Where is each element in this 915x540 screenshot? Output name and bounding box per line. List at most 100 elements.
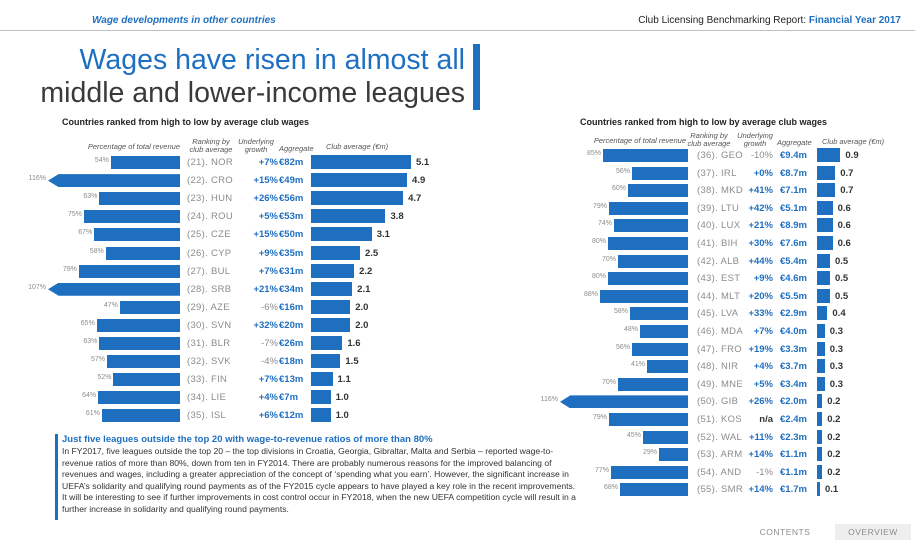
club-average-label: 0.3 — [829, 343, 844, 355]
growth-value: -10% — [750, 150, 773, 161]
headline-line-2: middle and lower-income leagues — [40, 77, 465, 109]
aggregate-value: €1.1m — [780, 466, 807, 478]
revenue-pct-bar — [630, 307, 688, 321]
growth-value: +7% — [258, 265, 278, 277]
aggregate-value: €56m — [279, 193, 304, 205]
rank-label: (29). AZE — [187, 301, 230, 313]
club-average-bar — [817, 359, 825, 374]
revenue-pct-bar — [628, 184, 688, 198]
revenue-pct-bar — [105, 246, 180, 260]
rank-label: (46). MDA — [697, 326, 743, 337]
club-average-label: 0.2 — [827, 466, 841, 478]
club-average-label: 0.1 — [825, 484, 839, 496]
left-table-subtitle: Countries ranked from high to low by ave… — [62, 117, 310, 127]
table-row: 60% (38). MKD +41% €7.1m 0.7 — [0, 182, 915, 199]
table-row: 52% (33). FIN +7% €13m 1.1 — [0, 371, 915, 388]
rank-label: (34). LIE — [187, 392, 227, 404]
rank-label: (49). MNE — [697, 378, 743, 390]
revenue-pct-bar — [99, 337, 180, 350]
club-average-bar — [311, 173, 408, 188]
revenue-pct-label: 54% — [94, 157, 109, 164]
revenue-pct-label: 47% — [103, 301, 118, 309]
revenue-pct-bar — [603, 149, 688, 162]
revenue-pct-bar — [620, 483, 688, 497]
aggregate-value: €12m — [279, 410, 304, 422]
left-col-avg-header: Club average (€m) — [326, 142, 389, 151]
club-average-bar — [817, 183, 836, 198]
revenue-pct-bar — [600, 289, 688, 303]
club-average-label: 1.5 — [345, 356, 359, 368]
aggregate-value: €1.1m — [780, 449, 807, 461]
revenue-pct-label: 74% — [597, 220, 612, 228]
rank-label: (39). LTU — [697, 202, 740, 214]
table-row: 70% (49). MNE +5% €3.4m 0.3 — [0, 376, 915, 393]
revenue-pct-bar — [84, 210, 180, 224]
revenue-pct-bar — [119, 300, 180, 314]
overview-tab[interactable]: OVERVIEW — [835, 524, 911, 540]
table-row: 64% (34). LIE +4% €7m 1.0 — [0, 389, 915, 406]
growth-value: +15% — [253, 175, 278, 187]
growth-value: +26% — [253, 193, 278, 205]
club-average-label: 1.0 — [335, 410, 349, 422]
table-row: 63% (31). BLR -7% €26m 1.6 — [0, 335, 915, 352]
club-average-label: 0.2 — [827, 414, 841, 425]
club-average-label: 0.5 — [835, 273, 849, 285]
table-row: 75% (24). ROU +5% €53m 3.8 — [0, 208, 915, 225]
rank-label: (21). NOR — [187, 157, 233, 168]
club-average-label: 0.3 — [829, 378, 844, 390]
revenue-pct-label: 85% — [586, 150, 601, 157]
right-col-rank-header: Ranking by club average — [687, 131, 731, 148]
revenue-pct-label: 58% — [613, 308, 628, 316]
revenue-pct-bar — [48, 282, 180, 296]
revenue-pct-bar — [643, 430, 688, 444]
contents-tab[interactable]: CONTENTS — [759, 527, 811, 537]
table-row: 70% (42). ALB +44% €5.4m 0.5 — [0, 253, 915, 270]
growth-value: +14% — [748, 484, 773, 496]
revenue-pct-label: 88% — [583, 290, 598, 298]
table-row: 56% (37). IRL +0% €8.7m 0.7 — [0, 165, 915, 182]
growth-value: +30% — [748, 238, 773, 249]
rank-label: (22). CRO — [187, 175, 233, 187]
rank-label: (38). MKD — [697, 185, 743, 197]
club-average-bar — [817, 288, 830, 303]
club-average-bar — [311, 263, 355, 278]
table-row: 80% (43). EST +9% €4.6m 0.5 — [0, 270, 915, 287]
club-average-bar — [311, 408, 331, 423]
revenue-pct-label: 70% — [601, 255, 616, 263]
growth-value: +33% — [748, 308, 773, 320]
growth-value: +9% — [753, 273, 773, 285]
growth-value: -4% — [261, 356, 278, 368]
club-average-label: 0.2 — [827, 431, 841, 443]
revenue-pct-label: 41% — [630, 361, 645, 369]
club-average-bar — [817, 271, 830, 286]
revenue-pct-label: 52% — [97, 374, 112, 382]
rank-label: (53). ARM — [697, 449, 743, 461]
aggregate-value: €31m — [279, 265, 304, 277]
table-row: 63% (23). HUN +26% €56m 4.7 — [0, 190, 915, 207]
rank-label: (26). CYP — [187, 247, 232, 259]
headline-accent-bar — [473, 44, 480, 110]
club-average-bar — [817, 412, 823, 426]
table-row: 65% (30). SVN +32% €20m 2.0 — [0, 317, 915, 334]
revenue-pct-label: 79% — [592, 202, 607, 210]
club-average-label: 0.6 — [837, 238, 851, 249]
table-row: 80% (41). BIH +30% €7.6m 0.6 — [0, 235, 915, 252]
aggregate-value: €1.7m — [780, 484, 807, 496]
revenue-pct-label: 107% — [28, 283, 46, 291]
revenue-pct-bar — [640, 325, 688, 338]
growth-value: +26% — [748, 396, 773, 408]
revenue-pct-label: 80% — [591, 273, 606, 281]
club-average-bar — [817, 218, 833, 233]
revenue-pct-bar — [632, 342, 688, 356]
revenue-pct-bar — [96, 318, 180, 332]
revenue-pct-label: 63% — [83, 338, 98, 345]
revenue-pct-bar — [98, 391, 180, 405]
club-average-bar — [311, 354, 341, 369]
revenue-pct-label: 56% — [615, 343, 630, 351]
club-average-label: 1.0 — [335, 392, 349, 404]
club-average-bar — [311, 390, 331, 405]
rank-label: (30). SVN — [187, 319, 232, 331]
growth-value: +9% — [258, 247, 278, 259]
club-average-bar — [817, 341, 825, 356]
club-average-label: 3.1 — [376, 229, 390, 241]
